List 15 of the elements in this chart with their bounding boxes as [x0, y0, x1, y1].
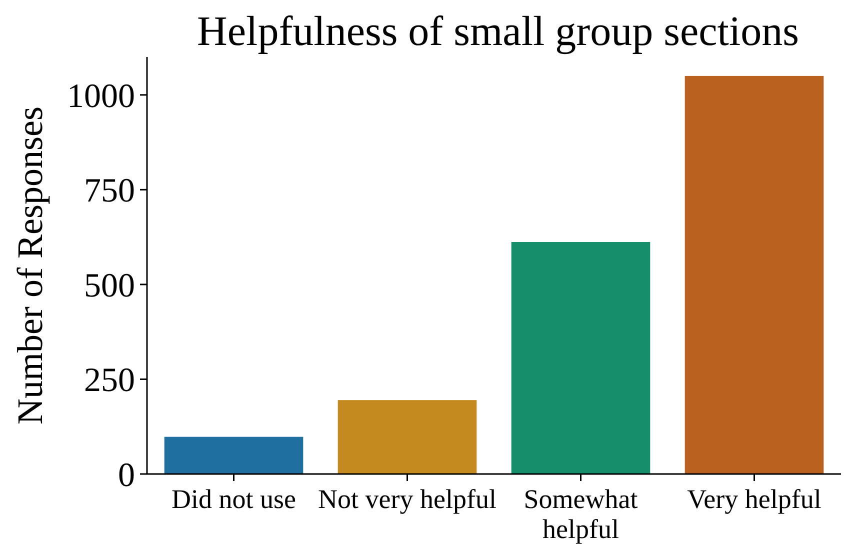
x-tick-label: Very helpful — [687, 484, 822, 514]
chart-title: Helpfulness of small group sections — [197, 9, 799, 55]
y-tick-label: 0 — [118, 456, 135, 494]
x-tick-label: Somewhat helpful — [524, 484, 638, 544]
y-tick-label: 1000 — [67, 78, 135, 115]
bar — [164, 436, 304, 474]
y-tick-label: 750 — [84, 172, 135, 210]
bar — [511, 242, 650, 474]
bar — [338, 400, 477, 474]
bar — [684, 76, 824, 474]
y-axis-title: Number of Responses — [10, 106, 50, 424]
y-tick-label: 250 — [84, 362, 135, 400]
x-tick-label: Did not use — [172, 484, 296, 514]
x-tick-label: Not very helpful — [318, 484, 496, 514]
y-tick-label: 500 — [84, 267, 135, 304]
